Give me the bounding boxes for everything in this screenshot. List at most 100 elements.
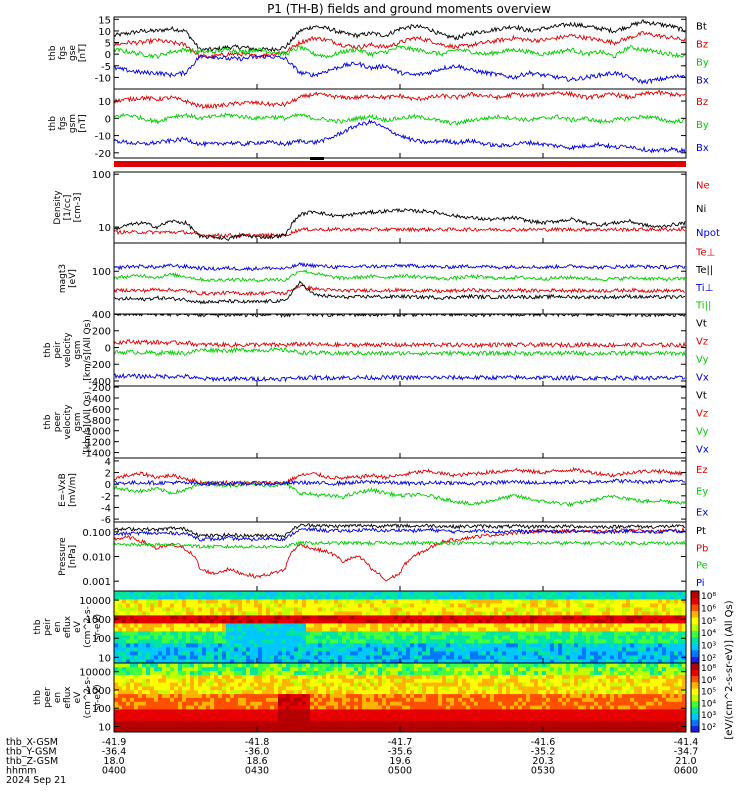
spectrogram-cell bbox=[138, 627, 143, 632]
spectrogram-cell bbox=[226, 728, 231, 733]
spectrogram-cell bbox=[266, 643, 271, 648]
spectrogram-cell bbox=[154, 607, 159, 612]
spectrogram-cell bbox=[578, 705, 583, 710]
spectrogram-cell bbox=[126, 635, 131, 640]
spectrogram-cell bbox=[534, 674, 539, 679]
spectrogram-cell bbox=[526, 619, 531, 624]
spectrogram-cell bbox=[498, 709, 503, 714]
spectrogram-cell bbox=[130, 705, 135, 710]
spectrogram-cell bbox=[274, 607, 279, 612]
spectrogram-cell bbox=[194, 686, 199, 691]
spectrogram-cell bbox=[290, 639, 295, 644]
spectrogram-cell bbox=[154, 595, 159, 600]
spectrogram-cell bbox=[350, 709, 355, 714]
spectrogram-cell bbox=[346, 623, 351, 628]
spectrogram-cell bbox=[506, 686, 511, 691]
spectrogram-cell bbox=[322, 689, 327, 695]
spectrogram-cell bbox=[298, 655, 303, 660]
spectrogram-cell bbox=[390, 627, 395, 632]
spectrogram-cell bbox=[170, 686, 175, 691]
spectrogram-cell bbox=[534, 693, 539, 698]
spectrogram-cell bbox=[246, 709, 251, 714]
spectrogram-cell bbox=[514, 682, 519, 687]
spectrogram-cell bbox=[326, 666, 331, 672]
spectrogram-cell bbox=[158, 607, 163, 612]
spectrogram-cell bbox=[214, 651, 219, 656]
spectrogram-cell bbox=[478, 639, 483, 644]
spectrogram-cell bbox=[342, 682, 347, 687]
spectrogram-cell bbox=[298, 674, 303, 679]
spectrogram-cell bbox=[502, 627, 507, 632]
spectrogram-cell bbox=[170, 623, 175, 628]
spectrogram-cell bbox=[382, 678, 387, 683]
spectrogram-cell bbox=[254, 639, 259, 644]
spectrogram-cell bbox=[546, 701, 551, 706]
spectrogram-cell bbox=[466, 607, 471, 612]
spectrogram-cell bbox=[210, 619, 215, 624]
spectrogram-cell bbox=[198, 689, 203, 695]
spectrogram-cell bbox=[526, 607, 531, 612]
spectrogram-cell bbox=[434, 655, 439, 660]
spectrogram-cell bbox=[298, 686, 303, 691]
spectrogram-cell bbox=[614, 615, 619, 620]
spectrogram-cell bbox=[202, 611, 207, 616]
legend-te: Te|| bbox=[695, 265, 713, 276]
spectrogram-cell bbox=[490, 712, 495, 718]
spectrogram-cell bbox=[578, 712, 583, 718]
spectrogram-cell bbox=[674, 631, 679, 636]
spectrogram-cell bbox=[486, 643, 491, 648]
spectrogram-cell bbox=[534, 591, 539, 596]
spectrogram-cell bbox=[350, 591, 355, 596]
spectrogram-cell bbox=[490, 635, 495, 640]
spectrogram-cell bbox=[246, 595, 251, 600]
spectrogram-cell bbox=[206, 599, 211, 604]
spectrogram-cell bbox=[246, 670, 251, 675]
spectrogram-cell bbox=[162, 701, 167, 706]
spectrogram-cell bbox=[142, 591, 147, 596]
spectrogram-cell bbox=[250, 607, 255, 612]
spectrogram-cell bbox=[438, 697, 443, 702]
spectrogram-cell bbox=[314, 647, 319, 652]
spectrogram-cell bbox=[214, 663, 219, 668]
y-axis-label-line: velocity bbox=[63, 404, 73, 440]
spectrogram-cell bbox=[206, 663, 211, 668]
spectrogram-cell bbox=[174, 643, 179, 648]
spectrogram-cell bbox=[350, 724, 355, 729]
spectrogram-cell bbox=[210, 643, 215, 648]
spectrogram-cell bbox=[558, 623, 563, 628]
spectrogram-cell bbox=[386, 709, 391, 714]
spectrogram-cell bbox=[638, 647, 643, 652]
spectrogram-cell bbox=[478, 693, 483, 698]
spectrogram-cell bbox=[282, 689, 287, 695]
spectrogram-cell bbox=[426, 689, 431, 695]
spectrogram-cell bbox=[266, 655, 271, 660]
spectrogram-cell bbox=[558, 627, 563, 632]
spectrogram-cell bbox=[434, 615, 439, 620]
spectrogram-cell bbox=[154, 639, 159, 644]
spectrogram-cell bbox=[462, 689, 467, 695]
spectrogram-cell bbox=[258, 603, 263, 608]
spectrogram-cell bbox=[574, 705, 579, 710]
spectrogram-cell bbox=[502, 674, 507, 679]
spectrogram-cell bbox=[282, 655, 287, 660]
y-axis-label-line: [mV/m] bbox=[68, 473, 78, 507]
spectrogram-cell bbox=[326, 619, 331, 624]
spectrogram-cell bbox=[318, 611, 323, 616]
spectrogram-cell bbox=[286, 670, 291, 675]
spectrogram-cell bbox=[390, 603, 395, 608]
spectrogram-cell bbox=[166, 651, 171, 656]
spectrogram-cell bbox=[158, 709, 163, 714]
spectrogram-cell bbox=[174, 599, 179, 604]
spectrogram-cell bbox=[170, 697, 175, 702]
spectrogram-cell bbox=[402, 627, 407, 632]
spectrogram-cell bbox=[158, 682, 163, 687]
spectrogram-cell bbox=[394, 591, 399, 596]
spectrogram-cell bbox=[210, 631, 215, 636]
spectrogram-cell bbox=[586, 720, 591, 725]
spectrogram-cell bbox=[278, 724, 283, 729]
spectrogram-cell bbox=[214, 682, 219, 687]
spectrogram-cell bbox=[330, 712, 335, 718]
spectrogram-cell bbox=[346, 631, 351, 636]
spectrogram-cell bbox=[294, 712, 299, 718]
spectrogram-cell bbox=[490, 666, 495, 672]
